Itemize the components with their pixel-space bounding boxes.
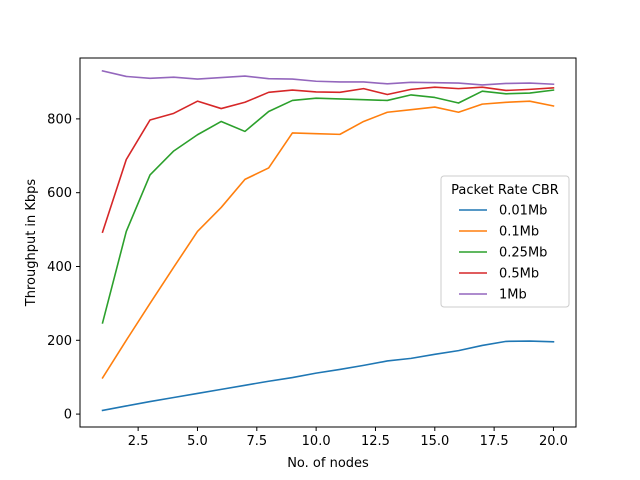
y-tick-label: 800 bbox=[47, 112, 72, 127]
x-tick-label: 5.0 bbox=[187, 434, 208, 449]
legend-title: Packet Rate CBR bbox=[451, 183, 559, 198]
y-tick-label: 400 bbox=[47, 260, 72, 275]
x-tick-label: 20.0 bbox=[539, 434, 568, 449]
y-tick-label: 600 bbox=[47, 186, 72, 201]
x-tick-label: 15.0 bbox=[420, 434, 449, 449]
plot-frame bbox=[79, 57, 577, 428]
series-line bbox=[101, 340, 555, 412]
x-axis-label: No. of nodes bbox=[287, 456, 369, 471]
legend-label: 0.5Mb bbox=[499, 267, 539, 282]
x-tick-label: 17.5 bbox=[480, 434, 509, 449]
series-line bbox=[101, 100, 555, 380]
y-axis-label: Throughput in Kbps bbox=[24, 179, 39, 308]
series-line bbox=[101, 89, 555, 324]
series-line bbox=[101, 86, 555, 234]
legend-label: 0.01Mb bbox=[499, 204, 547, 219]
legend: Packet Rate CBR 0.01Mb 0.1Mb 0.25Mb 0.5Mb 1M… bbox=[440, 175, 570, 308]
series-line bbox=[101, 69, 555, 86]
x-axis: 2.5 5.0 7.5 10.0 12.5 15.0 17.5 20.0 bbox=[128, 427, 568, 449]
y-tick-label: 0 bbox=[64, 408, 72, 423]
legend-label: 0.25Mb bbox=[499, 246, 547, 261]
x-tick-label: 7.5 bbox=[246, 434, 267, 449]
legend-entries: 0.01Mb 0.1Mb 0.25Mb 0.5Mb 1Mb bbox=[459, 204, 547, 303]
legend-label: 0.1Mb bbox=[499, 225, 539, 240]
legend-box bbox=[440, 175, 570, 308]
x-tick-label: 10.0 bbox=[302, 434, 331, 449]
x-tick-label: 2.5 bbox=[128, 434, 149, 449]
y-tick-label: 200 bbox=[47, 334, 72, 349]
y-axis: 0 200 400 600 800 bbox=[47, 112, 80, 423]
plot-lines bbox=[101, 69, 555, 412]
legend-label: 1Mb bbox=[499, 288, 527, 303]
x-tick-label: 12.5 bbox=[361, 434, 390, 449]
